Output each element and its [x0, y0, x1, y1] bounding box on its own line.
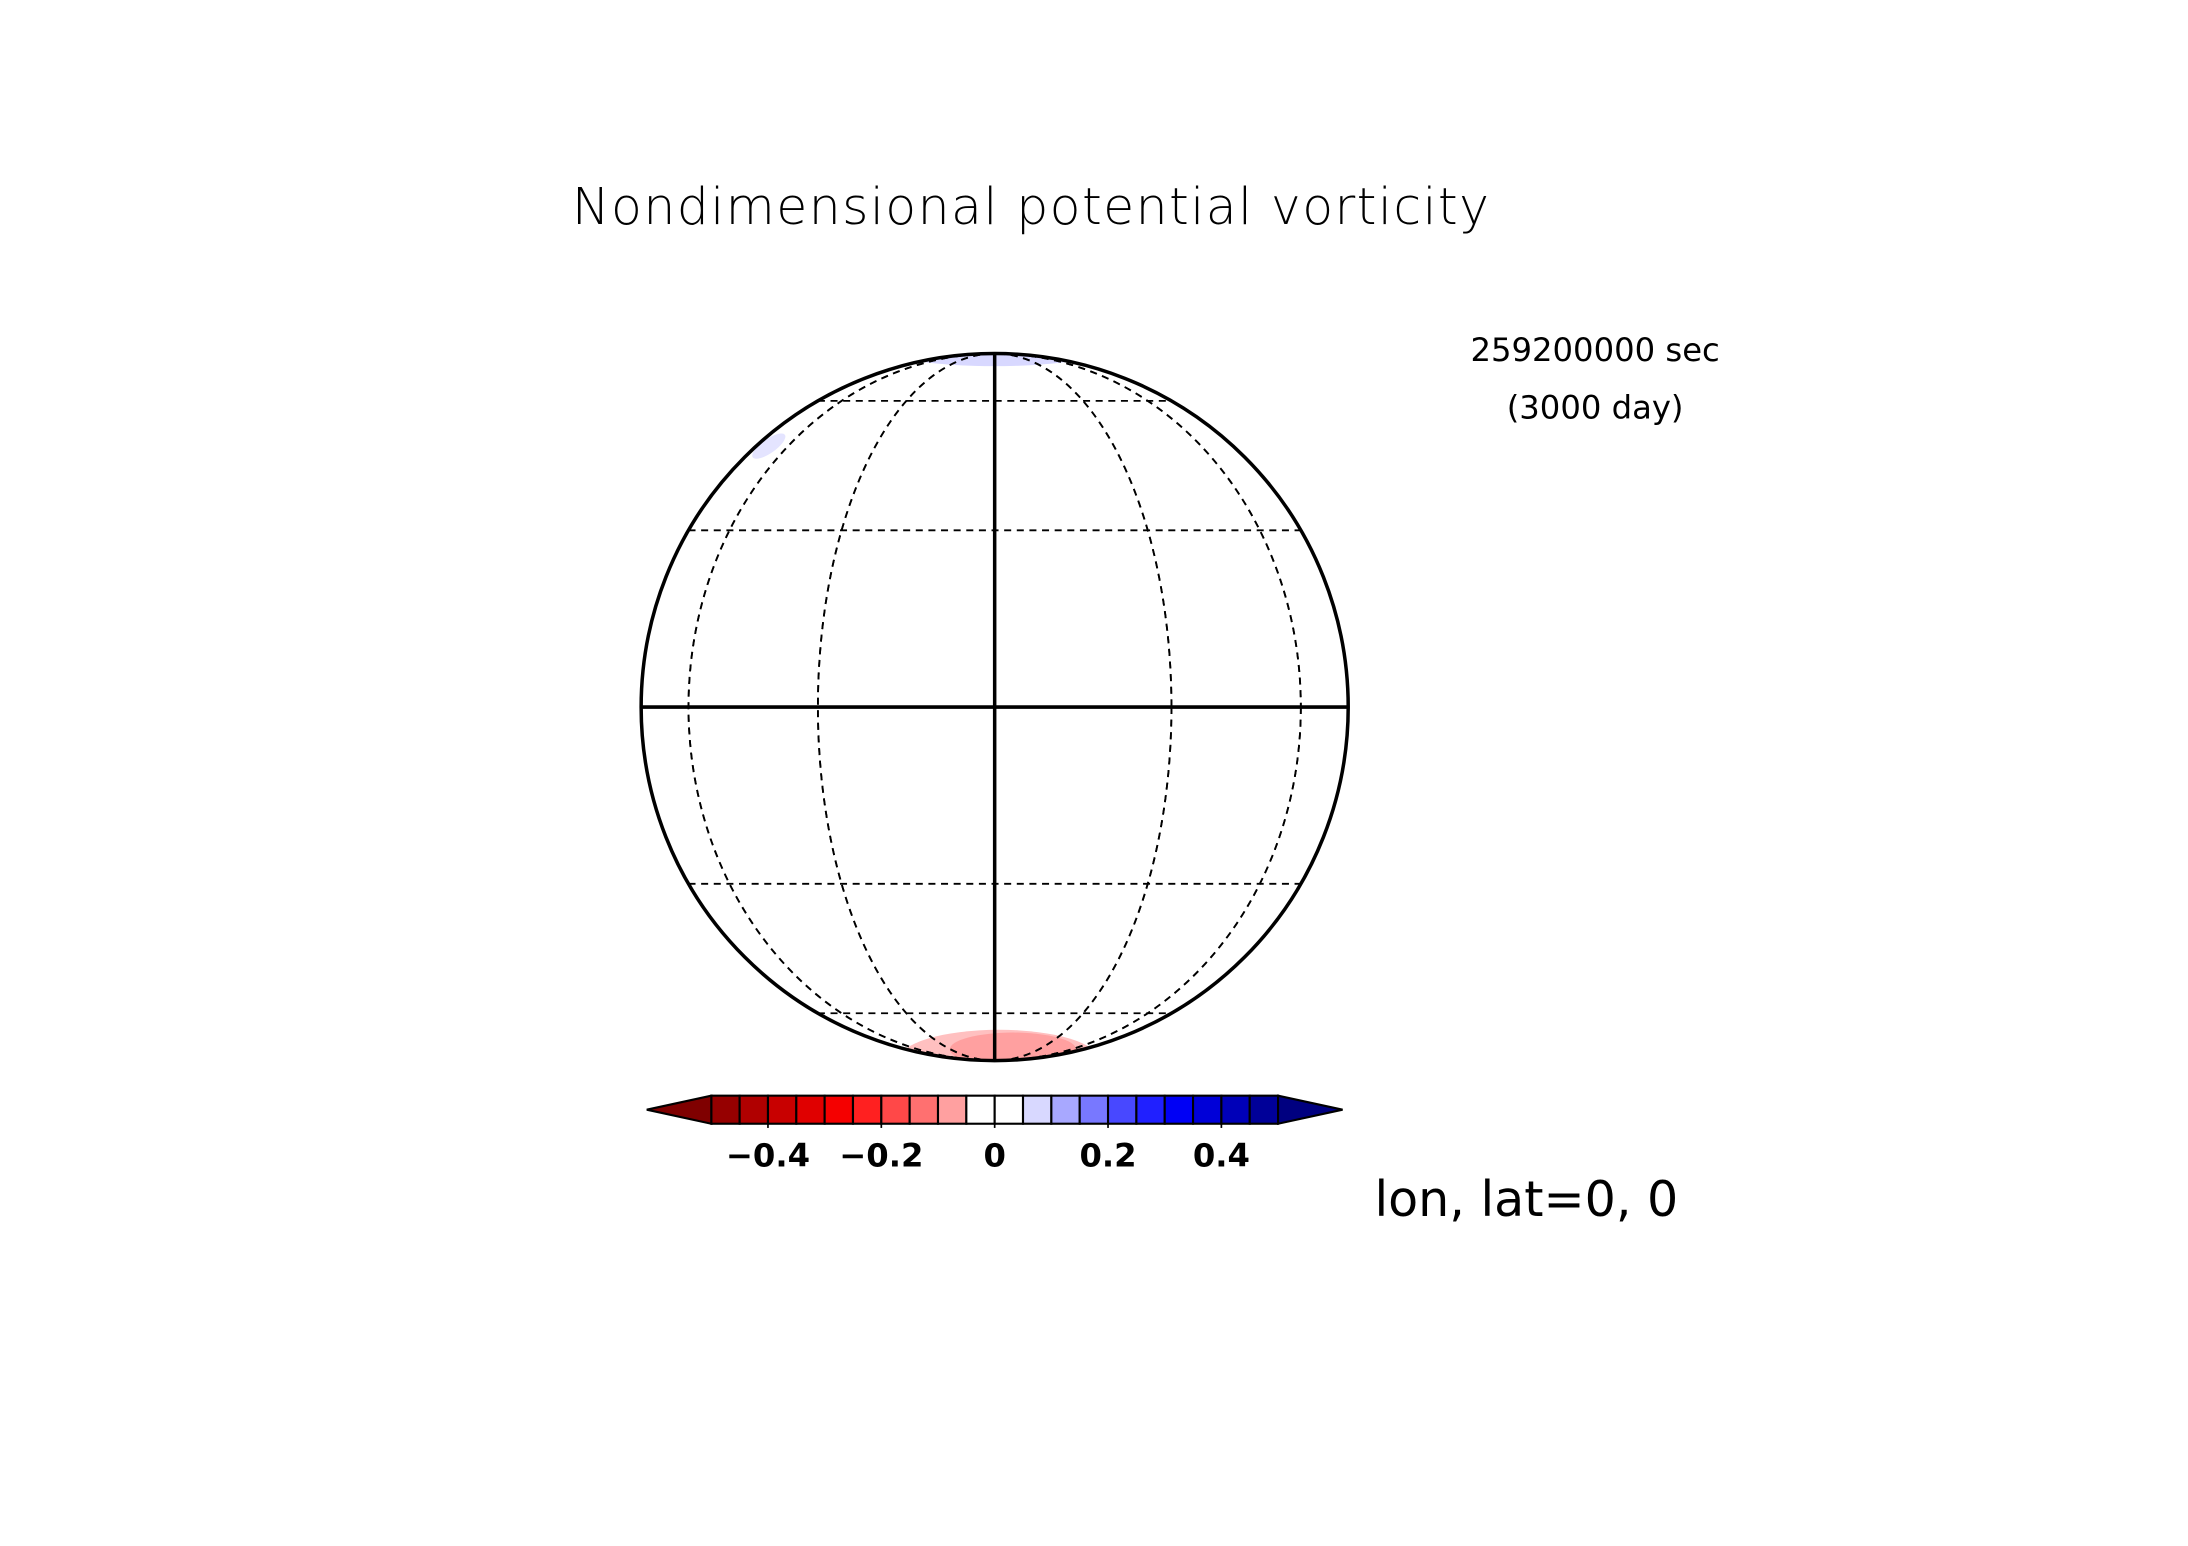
colorbar-box	[880, 1094, 911, 1125]
colorbar-box	[1248, 1094, 1280, 1125]
colorbar-under	[646, 1094, 713, 1126]
colorbar-box	[1220, 1094, 1251, 1125]
colorbar-box	[1078, 1094, 1110, 1125]
colorbar-box	[965, 1094, 996, 1125]
colorbar-box	[1191, 1094, 1223, 1125]
shading-patch	[752, 433, 786, 459]
colorbar: −0.4 −0.2 0 0.2 0.4	[646, 1094, 1343, 1174]
colorbar-box	[795, 1094, 826, 1125]
colorbar-tick-label: 0.2	[1079, 1136, 1136, 1174]
colorbar-box	[1135, 1094, 1166, 1125]
colorbar-tick-label: 0	[983, 1136, 1005, 1174]
colorbar-box	[993, 1094, 1025, 1125]
colorbar-tick-label: −0.4	[726, 1136, 810, 1174]
colorbar-tick-label: 0.4	[1193, 1136, 1250, 1174]
colorbar-over	[1277, 1094, 1343, 1126]
colorbar-box	[823, 1094, 855, 1125]
colorbar-box	[851, 1094, 883, 1125]
colorbar-box	[738, 1094, 770, 1125]
globe-outline	[639, 351, 1350, 1063]
colorbar-box	[766, 1094, 798, 1125]
colorbar-box	[710, 1094, 741, 1125]
colorbar-box	[1021, 1094, 1053, 1125]
colorbar-box	[936, 1094, 968, 1125]
time-days: (3000 day)	[1507, 389, 1684, 427]
time-seconds: 259200000 sec	[1470, 331, 1719, 369]
colorbar-box	[908, 1094, 940, 1125]
colorbar-tick-label: −0.2	[839, 1136, 923, 1174]
colorbar-box	[1050, 1094, 1081, 1125]
projection-center: lon, lat=0, 0	[1374, 1170, 1678, 1228]
chart-title: Nondimensional potential vorticity	[572, 177, 1491, 236]
colorbar-box	[1163, 1094, 1195, 1125]
colorbar-box	[1106, 1094, 1138, 1125]
